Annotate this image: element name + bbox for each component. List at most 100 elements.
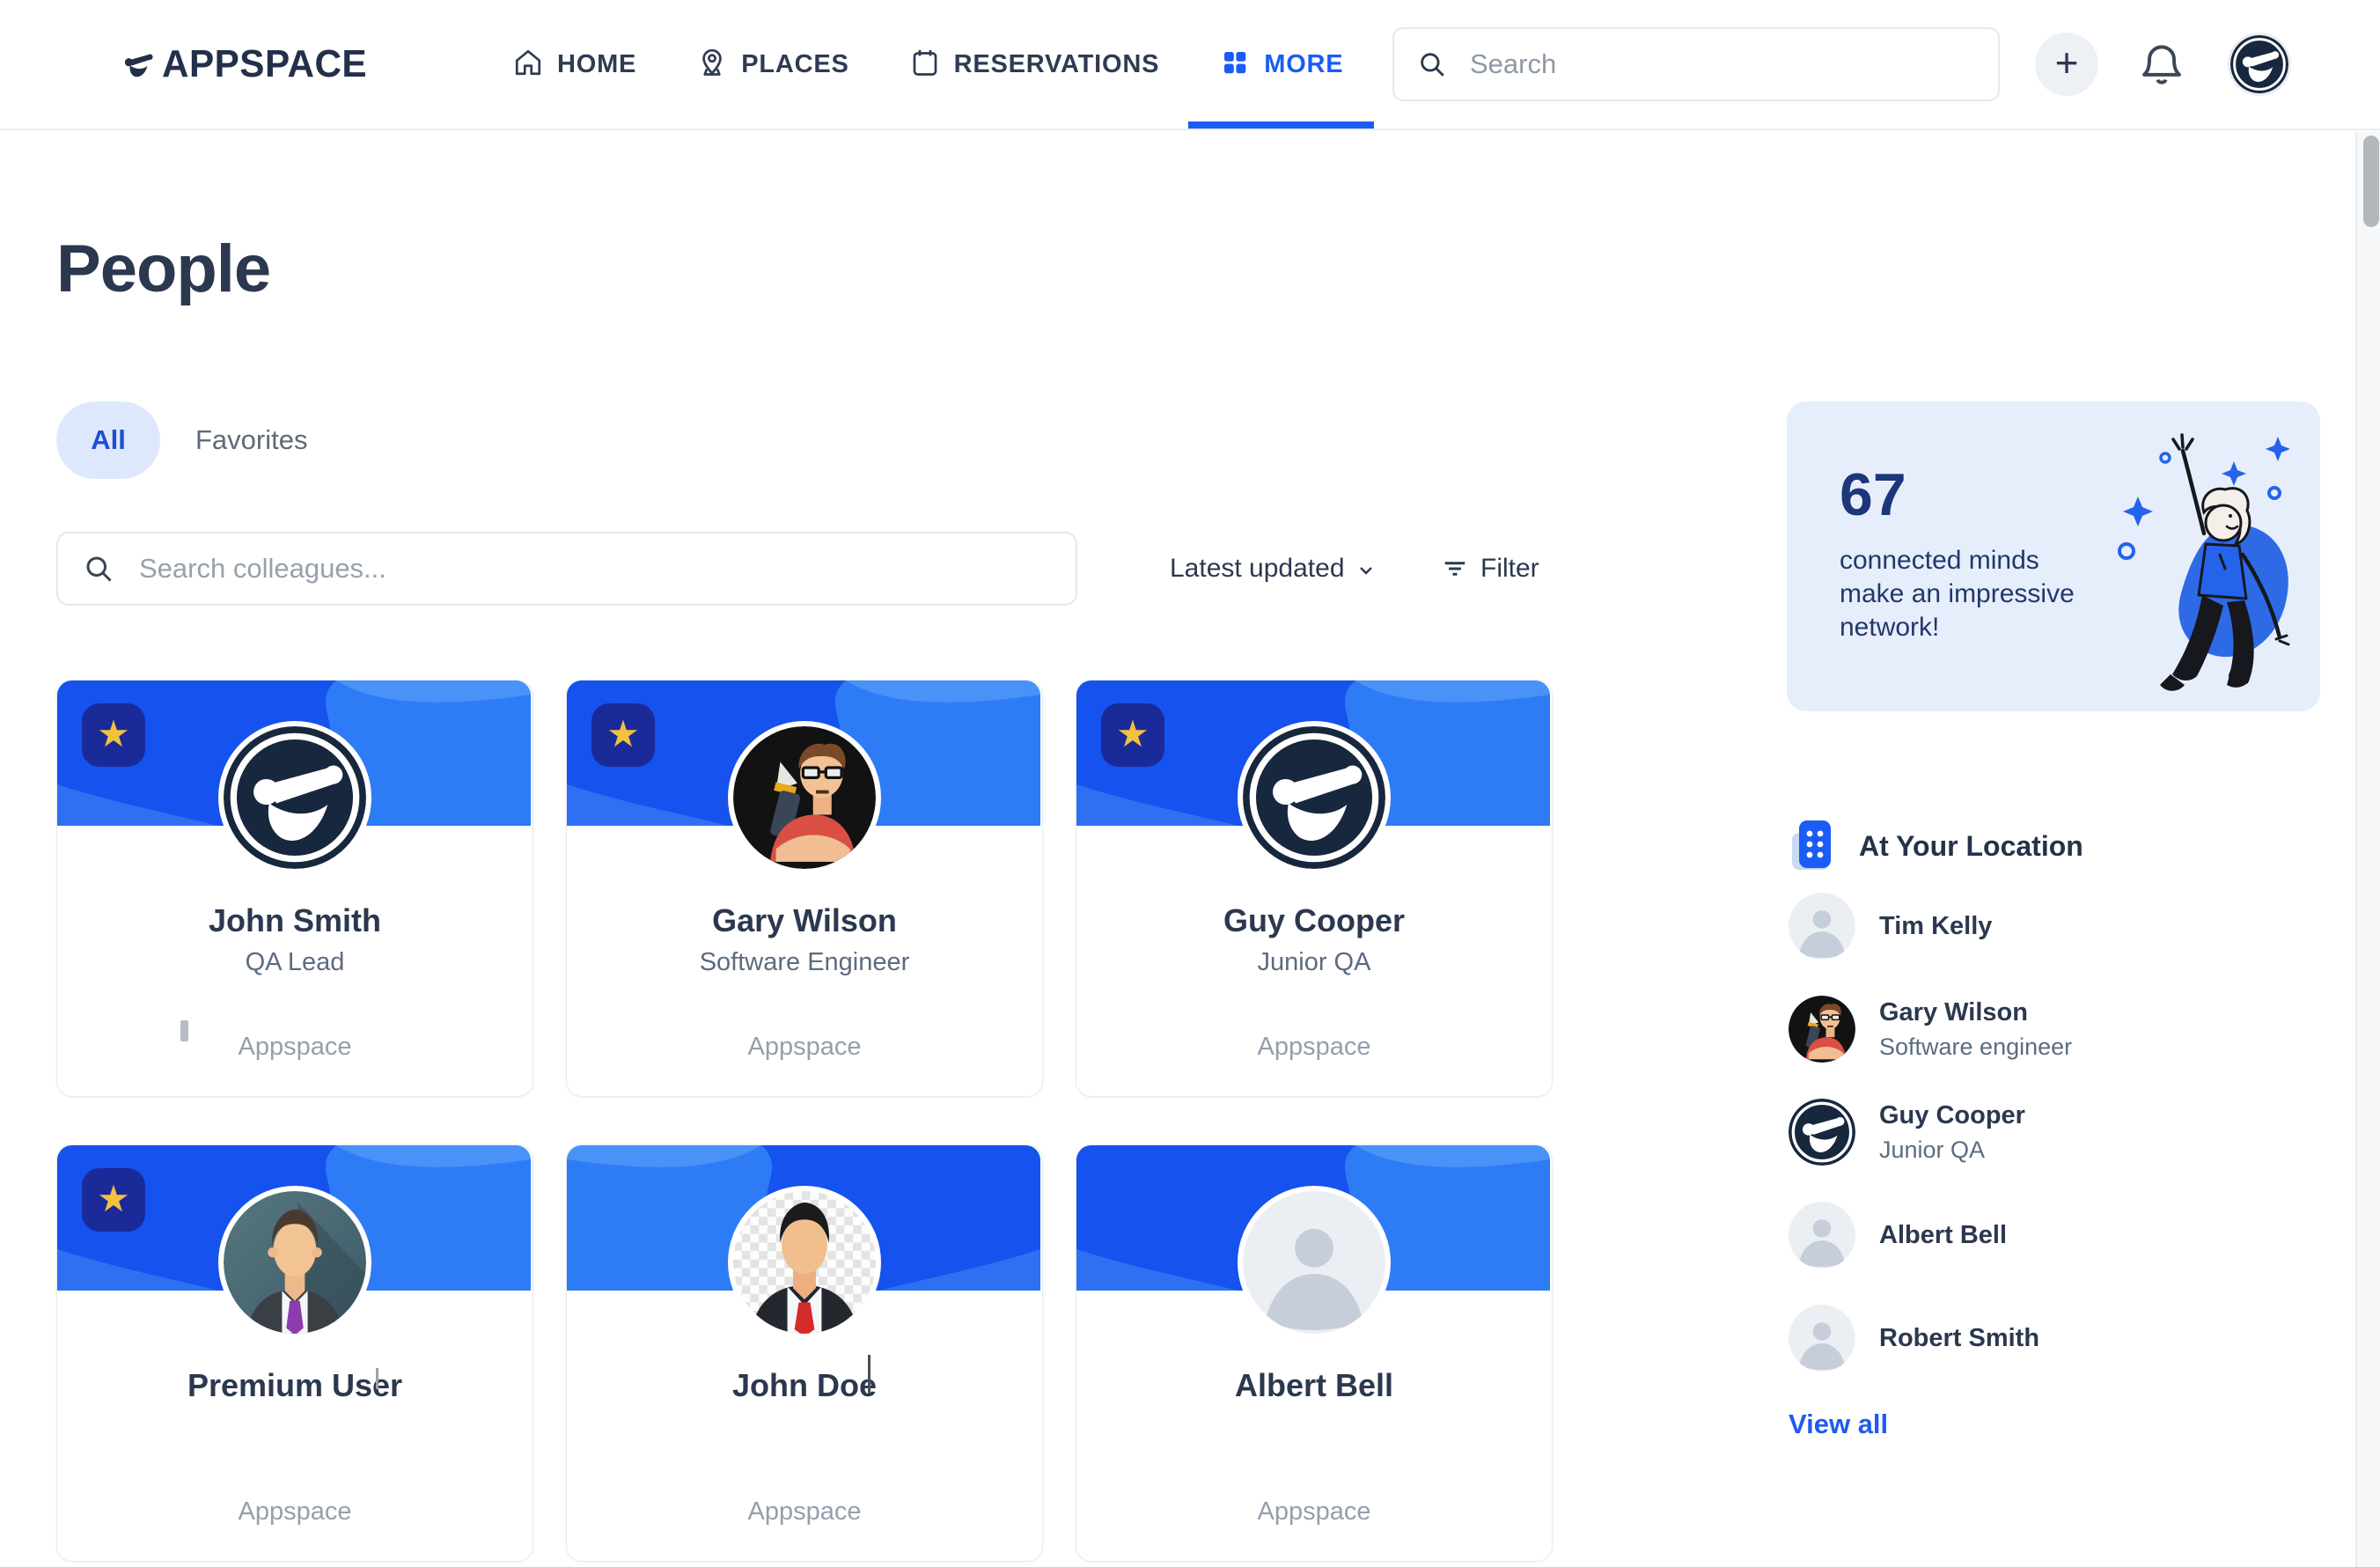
nav-item-label: HOME — [557, 49, 637, 78]
connected-count: 67 — [1840, 461, 1906, 528]
nav-item-label: MORE — [1264, 49, 1344, 78]
nav-item-label: PLACES — [741, 49, 849, 78]
add-button[interactable]: + — [2035, 33, 2098, 96]
home-icon — [512, 47, 544, 83]
person-card[interactable]: ★ Premium User Appspace — [56, 1144, 533, 1562]
person-card[interactable]: Albert Bell Appspace — [1076, 1144, 1553, 1562]
placeholder-avatar — [1789, 1305, 1855, 1372]
nav-item-more[interactable]: MORE — [1188, 0, 1375, 129]
person-company: Appspace — [747, 1033, 862, 1061]
star-icon: ★ — [97, 1178, 130, 1219]
calendar-icon — [909, 47, 941, 83]
person-role: Junior QA — [1257, 948, 1371, 976]
sort-dropdown[interactable]: Latest updated — [1170, 532, 1377, 606]
map-pin-icon — [696, 47, 728, 83]
person-name: Albert Bell — [1879, 1220, 2008, 1249]
favorite-star-badge[interactable]: ★ — [82, 703, 145, 767]
people-card-grid: ★ John Smith QA Lead Appspace ★ Gary Wil… — [56, 680, 1553, 1562]
person-card[interactable]: ★ John Smith QA Lead Appspace — [56, 680, 533, 1097]
suit-red-tie-avatar — [728, 1186, 881, 1339]
view-all-link[interactable]: View all — [1789, 1409, 1889, 1439]
person-card[interactable]: ★ Guy Cooper Junior QA Appspace — [1076, 680, 1553, 1097]
at-your-location-header: At Your Location — [1789, 819, 2083, 873]
placeholder-avatar — [1789, 1202, 1855, 1269]
person-name: Gary Wilson — [712, 902, 897, 938]
person-company: Appspace — [238, 1033, 352, 1061]
location-people-list: Tim Kelly Gary Wilson Software engineer … — [1789, 893, 2317, 1408]
person-role: Software Engineer — [699, 948, 910, 976]
appspace-bird-icon — [124, 54, 153, 77]
top-navigation-bar: APPSPACE HOME PLACES RESERVATIONS MORE + — [0, 0, 2380, 130]
placeholder-avatar — [1238, 1186, 1391, 1339]
page-title: People — [56, 232, 271, 306]
person-card[interactable]: ★ Gary Wilson Software Engineer Appspace — [566, 680, 1043, 1097]
person-name: John Smith — [209, 902, 381, 938]
person-company: Appspace — [1257, 1033, 1371, 1061]
nav-item-home[interactable]: HOME — [512, 0, 636, 129]
grid-icon — [1219, 47, 1251, 83]
favorite-star-badge[interactable]: ★ — [591, 703, 655, 767]
bell-icon — [2142, 45, 2181, 85]
nav-item-label: RESERVATIONS — [953, 49, 1160, 78]
scrollbar-thumb[interactable] — [2363, 136, 2379, 227]
nav-item-places[interactable]: PLACES — [696, 0, 848, 129]
scrollbar-track[interactable] — [2355, 132, 2380, 1567]
chevron-down-icon — [1359, 567, 1372, 575]
filter-icon — [1444, 562, 1465, 576]
sort-label: Latest updated — [1170, 554, 1345, 583]
favorite-star-badge[interactable]: ★ — [1101, 703, 1164, 767]
account-avatar[interactable] — [2230, 35, 2288, 93]
star-icon: ★ — [1116, 713, 1150, 754]
company-logo-placeholder — [180, 1020, 188, 1041]
person-role: QA Lead — [245, 948, 345, 976]
person-company: Appspace — [1257, 1497, 1371, 1526]
colleague-search-input[interactable] — [137, 552, 1021, 585]
at-your-location-title: At Your Location — [1859, 829, 2083, 862]
person-company: Appspace — [238, 1497, 352, 1526]
appspace-logo-avatar — [1238, 721, 1391, 874]
person-name: Guy Cooper — [1223, 902, 1405, 938]
person-name: John Doe — [731, 1367, 877, 1403]
location-person-row[interactable]: Guy Cooper Junior QA — [1789, 1099, 2317, 1166]
nav-item-reservations[interactable]: RESERVATIONS — [909, 0, 1160, 129]
person-card[interactable]: John Doe Appspace — [566, 1144, 1043, 1562]
location-person-row[interactable]: Robert Smith — [1789, 1305, 2317, 1372]
appspace-logo-avatar — [1789, 1099, 1855, 1166]
appspace-logo-avatar — [218, 721, 371, 874]
notifications-button[interactable] — [2137, 39, 2186, 88]
person-role: Junior QA — [1879, 1136, 1986, 1163]
person-name: Robert Smith — [1879, 1323, 2040, 1352]
filter-button[interactable]: Filter — [1442, 532, 1539, 606]
person-name: Albert Bell — [1234, 1367, 1394, 1403]
network-stats-widget: 67 connected minds make an impressive ne… — [1787, 401, 2320, 711]
appspace-logo[interactable]: APPSPACE — [118, 0, 376, 129]
search-icon — [1421, 53, 1444, 77]
tab-all[interactable]: All — [56, 401, 160, 479]
person-role: Software engineer — [1879, 1033, 2073, 1060]
brand-wordmark: APPSPACE — [162, 42, 368, 85]
location-person-row[interactable]: Gary Wilson Software engineer — [1789, 996, 2317, 1063]
person-name: Guy Cooper — [1879, 1100, 2025, 1129]
text-cursor — [868, 1355, 870, 1394]
plus-icon: + — [2054, 40, 2079, 85]
tab-favorites[interactable]: Favorites — [195, 424, 308, 455]
location-person-row[interactable]: Albert Bell — [1789, 1202, 2317, 1269]
favorite-star-badge[interactable]: ★ — [82, 1168, 145, 1232]
placeholder-avatar — [1789, 893, 1855, 960]
person-name: Premium User — [187, 1367, 403, 1403]
cartoon-dev-avatar — [1789, 996, 1855, 1063]
main-nav: HOME PLACES RESERVATIONS MORE — [512, 0, 1375, 129]
filter-label: Filter — [1480, 554, 1539, 583]
global-search[interactable] — [1392, 27, 2000, 101]
suit-purple-tie-avatar — [218, 1186, 371, 1339]
colleague-search[interactable] — [56, 532, 1077, 606]
person-name: Tim Kelly — [1879, 911, 1993, 940]
text-cursor — [376, 1368, 378, 1389]
search-icon — [86, 556, 112, 582]
connected-message: connected minds make an impressive netwo… — [1840, 546, 2075, 642]
star-icon: ★ — [97, 713, 130, 754]
building-icon — [1792, 820, 1831, 870]
global-search-input[interactable] — [1468, 48, 1965, 81]
star-icon: ★ — [606, 713, 640, 754]
location-person-row[interactable]: Tim Kelly — [1789, 893, 2317, 960]
